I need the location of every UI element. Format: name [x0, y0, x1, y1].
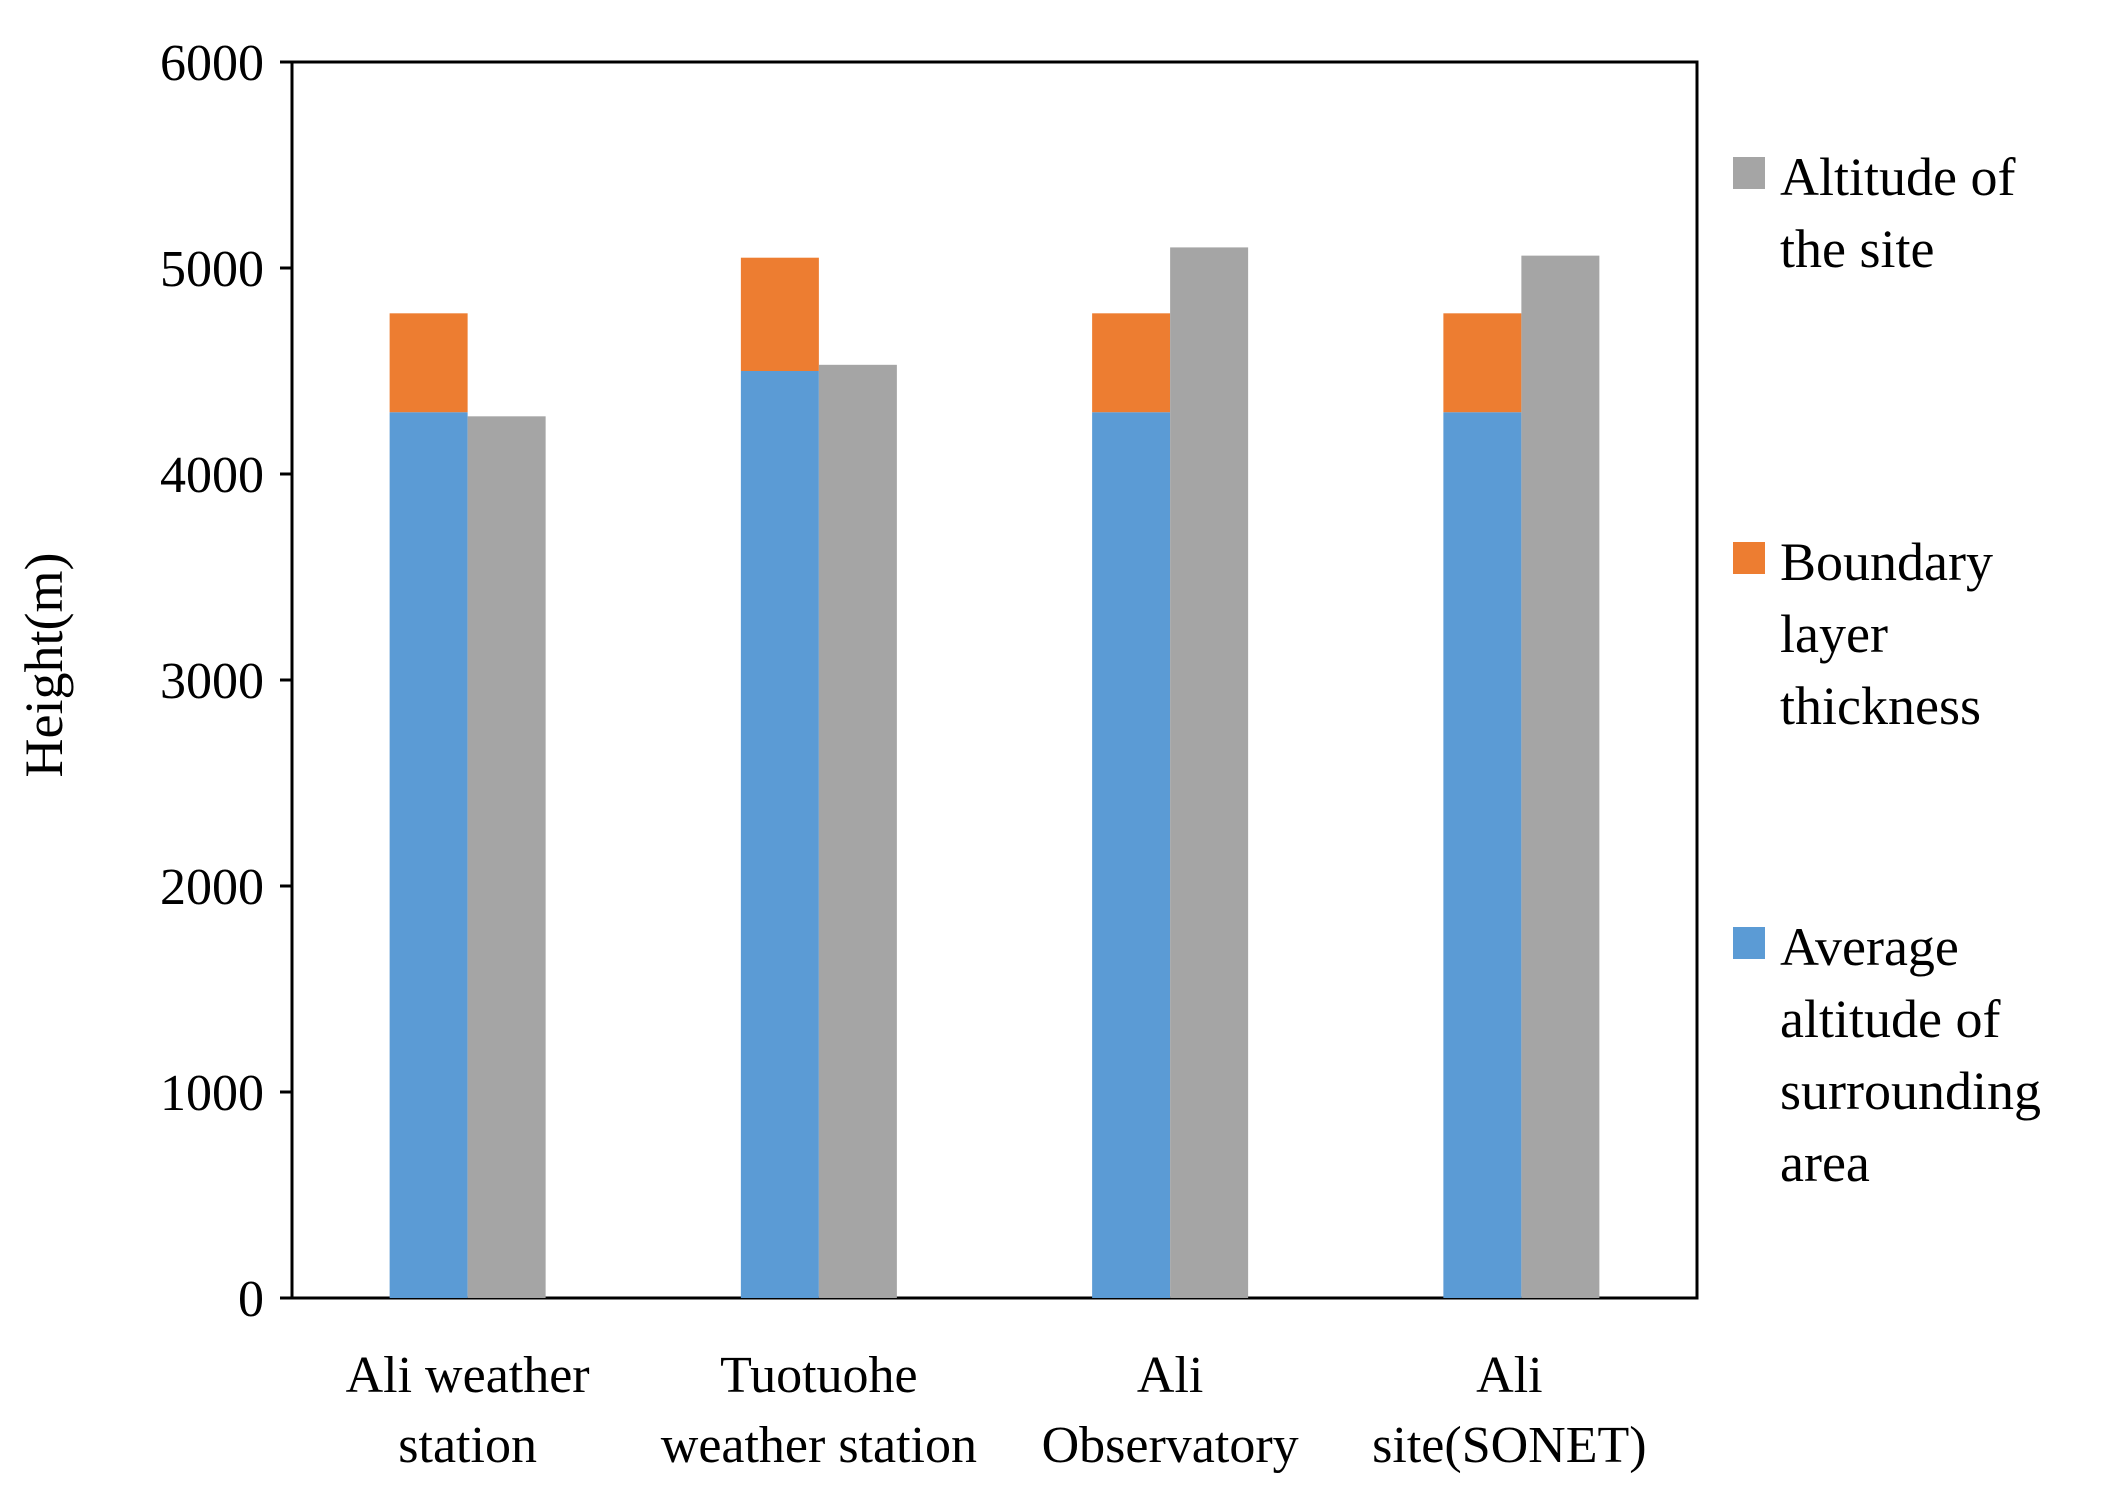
bar-boundary-layer — [740, 257, 819, 371]
legend-label: layer — [1780, 604, 1888, 664]
y-tick-label: 2000 — [160, 859, 264, 916]
plot-area: 0 1000 2000 3000 4000 5000 6000 Ali weather stat… — [160, 35, 1699, 1474]
legend-label: area — [1780, 1133, 1870, 1193]
legend-label: Boundary — [1780, 532, 1993, 592]
x-tick-label: Ali — [1137, 1347, 1203, 1404]
bar-boundary-layer — [389, 313, 468, 413]
x-tick-label: Observatory — [1042, 1417, 1299, 1474]
legend-label: Altitude of — [1780, 147, 2015, 207]
y-tick-label: 5000 — [160, 241, 264, 298]
bar-site-altitude — [467, 416, 546, 1298]
legend-swatch — [1733, 157, 1765, 189]
y-tick-label: 0 — [238, 1271, 264, 1328]
y-tick-label: 3000 — [160, 653, 264, 710]
bar-average-altitude — [1443, 412, 1522, 1298]
bar-boundary-layer — [1443, 313, 1522, 413]
legend-label: the site — [1780, 219, 1934, 279]
bar-average-altitude — [389, 412, 468, 1298]
bar-average-altitude — [1092, 412, 1171, 1298]
legend-label: Average — [1780, 917, 1959, 977]
legend-label: thickness — [1780, 676, 1981, 736]
bar-site-altitude — [1521, 255, 1600, 1298]
y-tick-label: 1000 — [160, 1065, 264, 1122]
y-tick-label: 4000 — [160, 447, 264, 504]
legend-label: surrounding — [1780, 1061, 2041, 1121]
x-tick-label: Tuotuohe — [720, 1347, 917, 1404]
legend-swatch — [1733, 927, 1765, 959]
bar-average-altitude — [740, 371, 819, 1298]
legend: Altitude of the site Boundary layer thicknes… — [1733, 147, 2041, 1193]
x-tick-label: weather station — [661, 1417, 977, 1474]
x-tick-label: site(SONET) — [1372, 1417, 1646, 1474]
bar-site-altitude — [1170, 247, 1249, 1298]
bar-site-altitude — [818, 364, 897, 1298]
y-tick-label: 6000 — [160, 35, 264, 92]
bar-boundary-layer — [1092, 313, 1171, 413]
legend-label: altitude of — [1780, 989, 2000, 1049]
x-tick-label: station — [398, 1417, 537, 1474]
x-tick-label: Ali — [1476, 1347, 1542, 1404]
x-tick-label: Ali weather — [346, 1347, 590, 1404]
y-axis-title: Height(m) — [14, 553, 74, 778]
legend-swatch — [1733, 542, 1765, 574]
